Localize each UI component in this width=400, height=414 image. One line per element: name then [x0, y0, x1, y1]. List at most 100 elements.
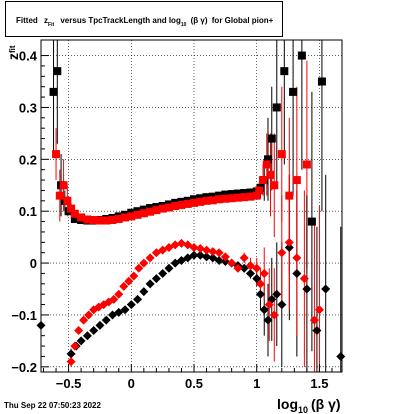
- point-red-diamond-2: [74, 326, 84, 335]
- point-red-square-18: [152, 206, 161, 215]
- point-red-diamond-25: [202, 245, 212, 255]
- point-red-square-1: [55, 191, 64, 200]
- point-black-diamond-13: [139, 287, 149, 297]
- point-red-square-2: [59, 181, 68, 190]
- point-red-diamond-1: [70, 341, 80, 351]
- point-black-diamond-40: [302, 284, 312, 294]
- point-red-diamond-30: [233, 263, 243, 273]
- point-red-square-13: [121, 213, 130, 222]
- point-red-square-31: [233, 193, 242, 202]
- point-red-diamond-21: [176, 238, 186, 248]
- point-red-diamond-42: [309, 315, 319, 325]
- point-red-square-19: [158, 204, 167, 213]
- point-black-square-33: [246, 188, 255, 197]
- point-black-square-0: [49, 87, 58, 96]
- x-tick-label-1: 0: [128, 376, 135, 391]
- point-black-square-37: [264, 155, 273, 164]
- point-black-diamond-16: [158, 268, 168, 278]
- point-red-square-24: [190, 198, 199, 207]
- point-red-diamond-12: [124, 276, 134, 286]
- y-tick-label-2: 0: [30, 256, 37, 271]
- y-tick-label-0: −0.2: [11, 360, 37, 375]
- point-red-square-5: [70, 209, 79, 218]
- point-red-square-0: [52, 150, 61, 159]
- markers: [36, 51, 346, 367]
- point-black-square-43: [307, 217, 316, 226]
- point-red-square-34: [252, 191, 261, 200]
- point-red-square-41: [285, 191, 294, 200]
- point-red-square-27: [208, 196, 217, 205]
- point-black-diamond-15: [151, 274, 161, 284]
- point-black-diamond-22: [195, 250, 205, 260]
- point-black-diamond-12: [133, 294, 143, 304]
- point-red-square-29: [221, 194, 230, 203]
- point-black-diamond-33: [259, 305, 269, 315]
- point-red-diamond-37: [269, 310, 279, 320]
- point-black-square-39: [272, 103, 281, 112]
- chart-title: Fitted zFit versus TpcTrackLength and lo…: [16, 16, 274, 28]
- point-red-square-10: [102, 216, 111, 225]
- point-black-square-42: [297, 51, 306, 60]
- point-red-diamond-4: [84, 310, 94, 320]
- point-black-square-44: [317, 77, 326, 86]
- point-red-diamond-13: [129, 271, 139, 281]
- point-black-diamond-4: [82, 331, 92, 341]
- y-axis-title: zfit: [5, 45, 21, 60]
- point-black-diamond-7: [101, 315, 111, 325]
- point-red-square-4: [67, 204, 76, 213]
- point-red-diamond-10: [114, 289, 124, 299]
- x-axis-title: log10 (β γ): [277, 396, 341, 414]
- point-red-square-35: [255, 186, 264, 195]
- point-red-square-40: [277, 150, 286, 159]
- point-black-square-38: [267, 134, 276, 143]
- point-black-square-1: [53, 67, 62, 76]
- point-red-diamond-20: [170, 240, 180, 250]
- point-black-square-41: [289, 87, 298, 96]
- svg-text:Fitted zFit versus: Fitted zFit versus TpcTrackLength and lo…: [16, 16, 274, 28]
- point-red-square-28: [215, 195, 224, 204]
- point-red-square-3: [63, 196, 72, 205]
- y-tick-label-5: 0.3: [19, 100, 37, 115]
- point-red-square-42: [292, 176, 301, 185]
- point-red-diamond-9: [109, 294, 119, 304]
- point-black-diamond-25: [214, 255, 224, 265]
- x-tick-label-0: −0.5: [56, 376, 82, 391]
- point-red-square-8: [89, 216, 98, 225]
- point-red-square-22: [177, 200, 186, 209]
- point-red-square-21: [171, 202, 180, 210]
- point-black-diamond-21: [189, 250, 199, 260]
- point-red-diamond-41: [299, 274, 309, 284]
- point-red-diamond-33: [252, 263, 262, 273]
- tick-labels: −0.5 0 0.5 1 1.5 −0.2 −0.1 0 0.1 0.2 0.3 0.4: [11, 49, 328, 391]
- point-black-square-31: [233, 189, 242, 198]
- point-red-diamond-31: [239, 253, 249, 263]
- x-tick-label-2: 0.5: [185, 376, 203, 391]
- point-red-diamond-23: [189, 243, 199, 252]
- point-black-square-30: [227, 190, 236, 199]
- point-red-diamond-35: [259, 268, 269, 278]
- y-tick-label-4: 0.2: [19, 152, 37, 167]
- point-red-diamond-29: [227, 258, 237, 268]
- point-red-diamond-27: [214, 248, 224, 258]
- point-red-square-12: [114, 214, 123, 223]
- point-red-diamond-39: [284, 237, 294, 247]
- point-black-square-29: [221, 190, 230, 199]
- point-red-diamond-28: [220, 252, 230, 262]
- point-red-diamond-36: [264, 300, 274, 310]
- y-tick-label-3: 0.1: [19, 204, 37, 219]
- point-red-square-43: [302, 160, 311, 169]
- point-black-diamond-14: [145, 279, 155, 289]
- point-red-square-39: [270, 181, 279, 190]
- point-red-square-11: [108, 216, 117, 225]
- point-red-diamond-38: [277, 248, 287, 258]
- y-tick-label-6: 0.4: [19, 49, 38, 64]
- point-black-square-5: [70, 214, 79, 223]
- point-black-diamond-17: [164, 263, 174, 273]
- point-black-diamond-5: [89, 326, 99, 335]
- point-black-diamond-41: [312, 326, 322, 335]
- grid: [41, 40, 342, 372]
- point-black-diamond-34: [263, 315, 273, 325]
- axis-ticks: [41, 55, 333, 372]
- point-red-diamond-40: [292, 253, 302, 263]
- point-black-diamond-3: [76, 336, 86, 346]
